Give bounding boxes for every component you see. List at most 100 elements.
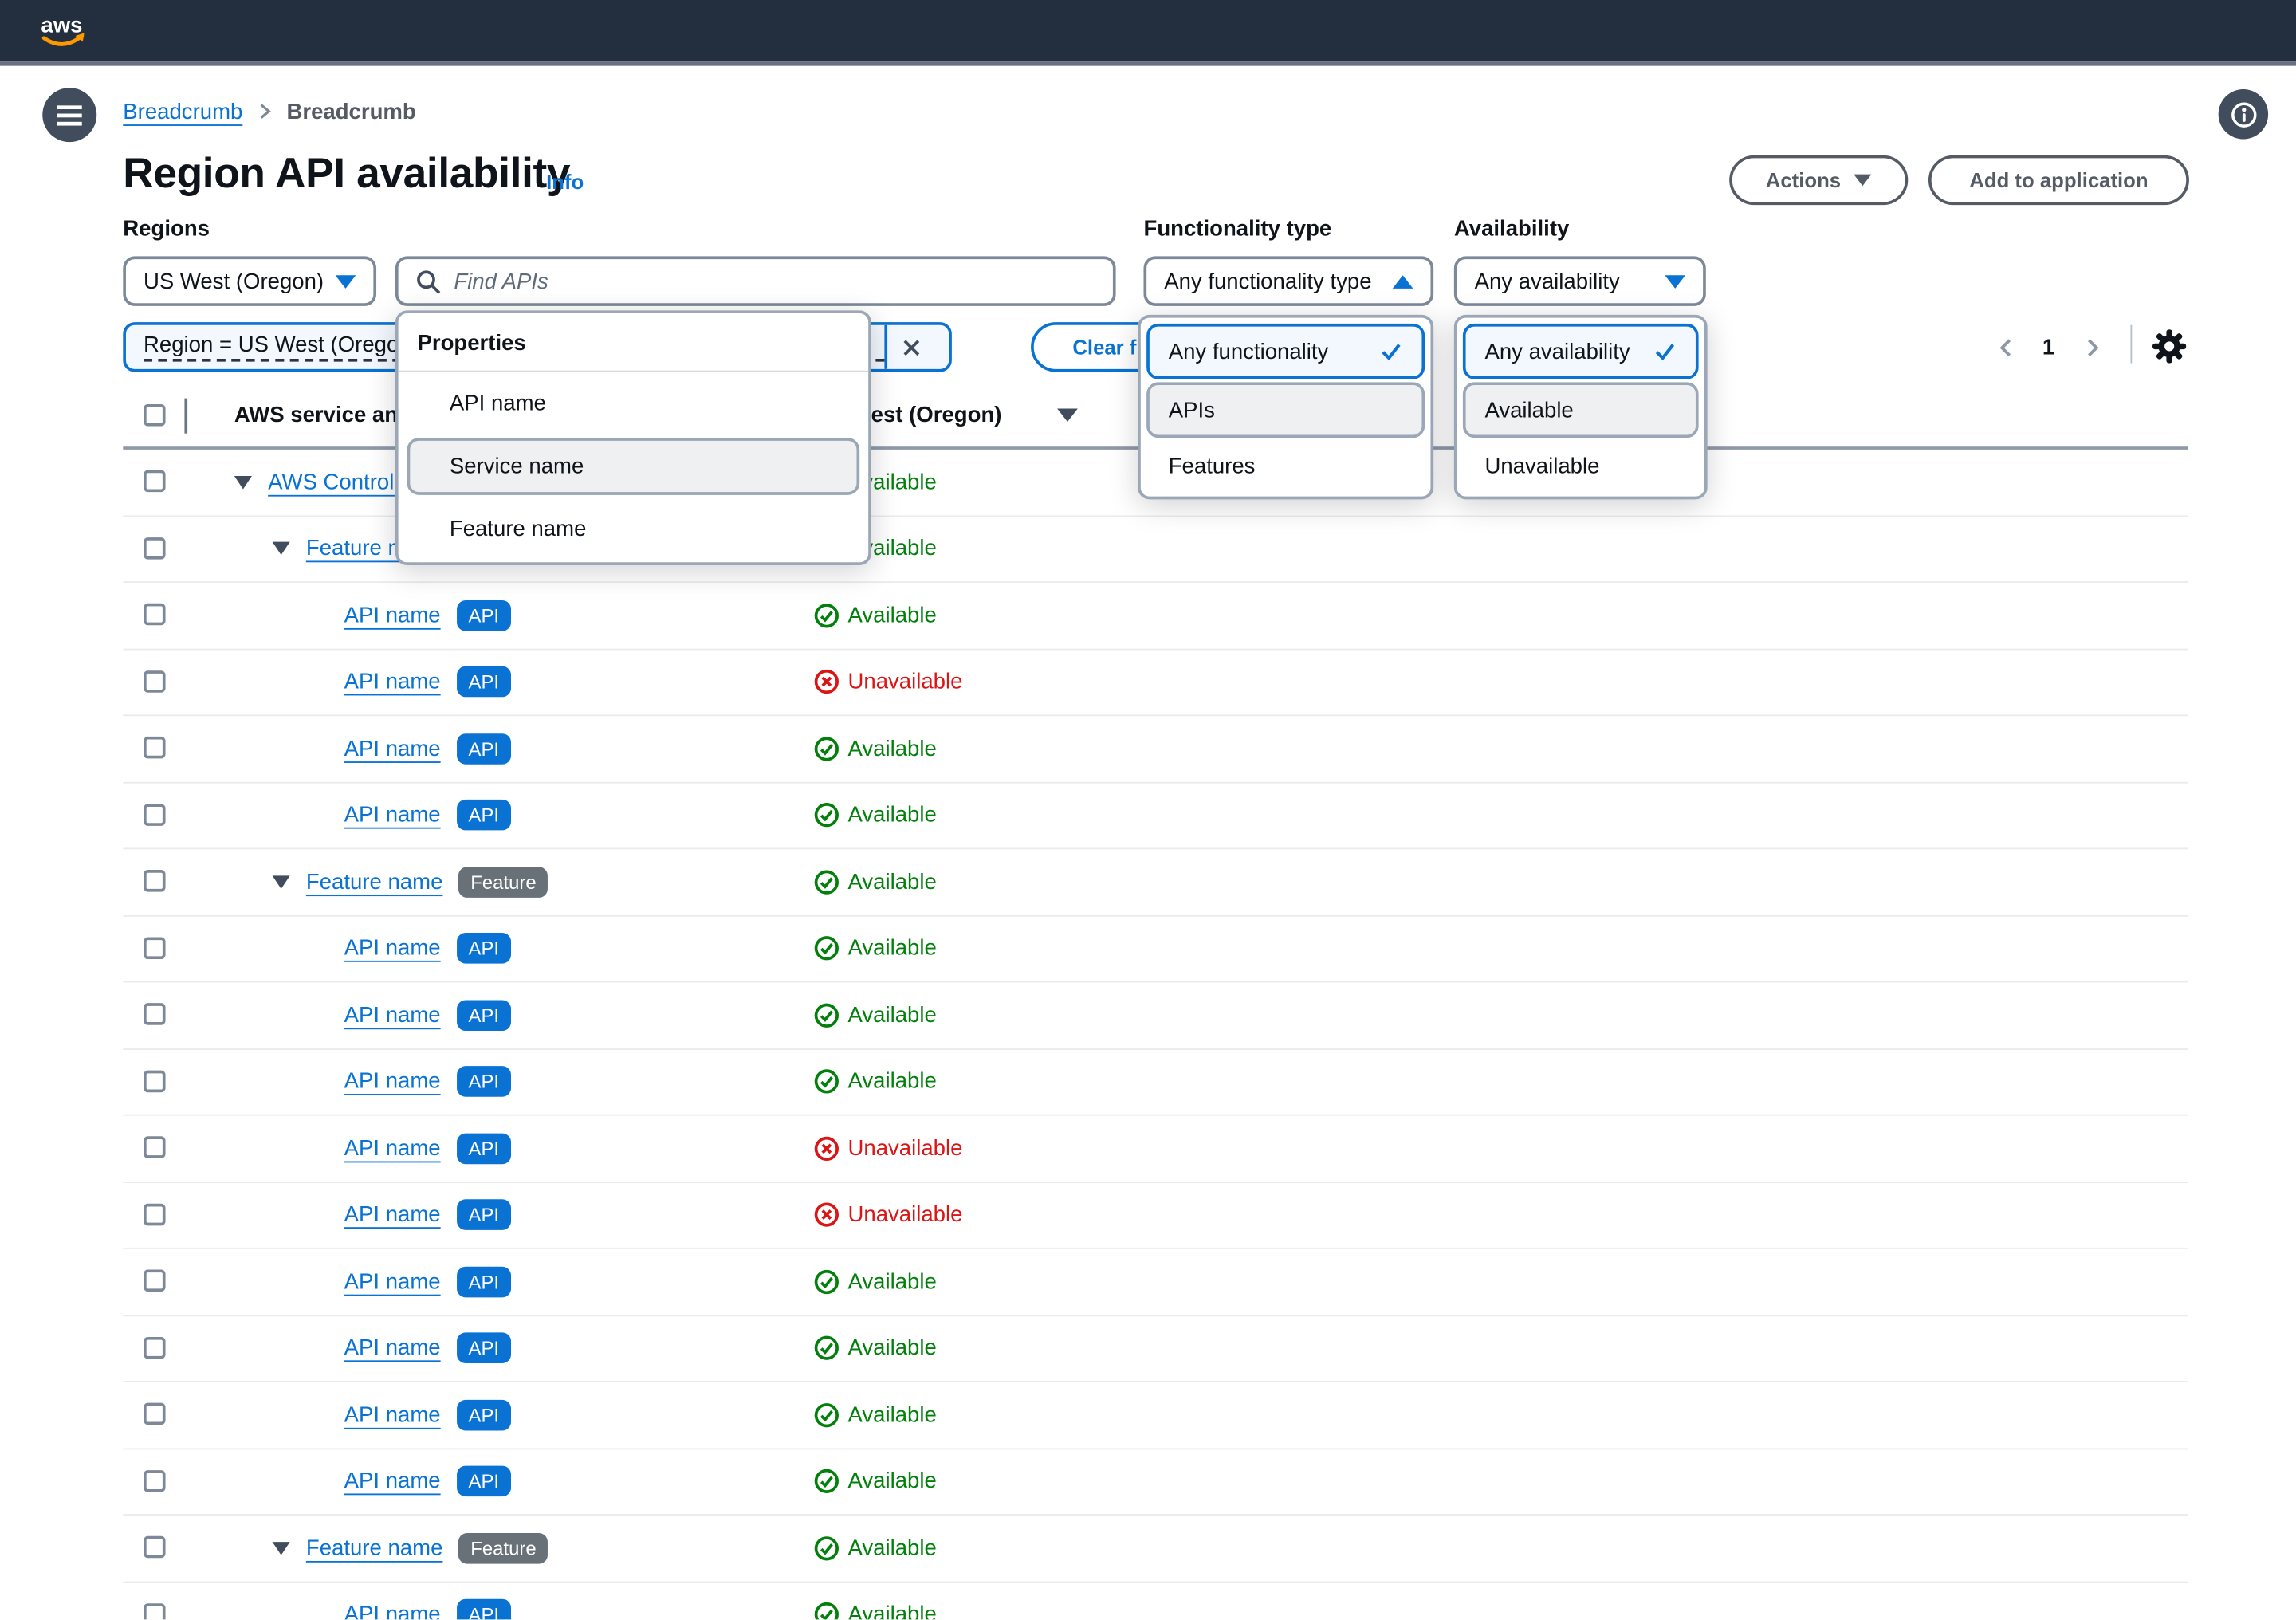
aws-logo[interactable]: aws	[38, 12, 91, 53]
row-link[interactable]: API name	[344, 936, 441, 961]
properties-dropdown-header: Properties	[417, 331, 526, 356]
expand-toggle-icon[interactable]	[272, 875, 290, 889]
row-link[interactable]: API name	[344, 1002, 441, 1028]
status-success-icon	[814, 1602, 839, 1620]
availability-option-unavailable[interactable]: Unavailable	[1463, 441, 1699, 490]
row-link[interactable]: Feature name	[305, 1535, 443, 1561]
status-label: Unavailable	[847, 669, 963, 695]
status-cell: Available	[814, 1382, 937, 1448]
row-checkbox[interactable]	[144, 1269, 166, 1292]
row-checkbox[interactable]	[144, 470, 166, 493]
status-cell: Available	[814, 1583, 937, 1620]
availability-caret-down-icon	[1665, 274, 1686, 288]
availability-select-value: Any availability	[1474, 269, 1620, 294]
next-page-button[interactable]	[2074, 329, 2109, 364]
properties-option-feature-name[interactable]: Feature name	[449, 517, 587, 542]
select-all-checkbox[interactable]	[144, 403, 166, 426]
functionality-type-select[interactable]: Any functionality type	[1143, 256, 1434, 306]
sort-descending-icon[interactable]	[1057, 408, 1078, 422]
availability-select[interactable]: Any availability	[1453, 256, 1706, 306]
row-link[interactable]: Feature name	[305, 869, 443, 895]
row-badge: API	[456, 1199, 511, 1231]
status-success-icon	[814, 1402, 839, 1427]
row-checkbox[interactable]	[144, 1136, 166, 1159]
properties-option-service-name[interactable]: Service name	[407, 438, 860, 495]
row-link[interactable]: API name	[344, 1335, 441, 1361]
row-checkbox[interactable]	[144, 937, 166, 959]
row-link[interactable]: API name	[344, 802, 441, 828]
row-checkbox[interactable]	[144, 1070, 166, 1092]
row-checkbox[interactable]	[144, 1003, 166, 1026]
row-link[interactable]: API name	[344, 669, 441, 695]
column-resize-handle[interactable]	[184, 397, 188, 433]
previous-page-button[interactable]	[1988, 329, 2023, 364]
actions-button[interactable]: Actions	[1729, 155, 1909, 206]
table-row: API name API Unavailable	[123, 1182, 2188, 1249]
status-cell: Available	[814, 916, 937, 981]
region-select[interactable]: US West (Oregon)	[123, 256, 377, 306]
title-info-link[interactable]: Info	[546, 170, 584, 194]
row-link[interactable]: API name	[344, 1402, 441, 1428]
row-checkbox[interactable]	[144, 870, 166, 893]
remove-filter-button[interactable]	[887, 325, 934, 369]
status-success-icon	[814, 1069, 839, 1095]
availability-option-available[interactable]: Available	[1462, 382, 1699, 438]
row-checkbox[interactable]	[144, 803, 166, 826]
row-link[interactable]: API name	[344, 1069, 441, 1095]
properties-option-api-name[interactable]: API name	[449, 391, 546, 416]
table-row: API name API Available	[123, 982, 2188, 1050]
row-link[interactable]: API name	[344, 1135, 441, 1162]
breadcrumb-link[interactable]: Breadcrumb	[123, 98, 243, 124]
token-divider	[884, 324, 888, 369]
expand-toggle-icon[interactable]	[272, 1541, 290, 1555]
functionality-option-apis[interactable]: APIs	[1146, 382, 1425, 438]
help-panel-toggle-button[interactable]	[2218, 89, 2269, 140]
side-nav-toggle-button[interactable]	[42, 88, 97, 143]
row-name-cell: API name API	[344, 1249, 511, 1315]
status-cell: Available	[814, 716, 937, 781]
table-row: API name API Available	[123, 583, 2188, 650]
row-checkbox[interactable]	[144, 1203, 166, 1225]
availability-option-any[interactable]: Any availability	[1462, 323, 1699, 379]
status-cell: Unavailable	[814, 1116, 962, 1182]
option-label: Any availability	[1484, 339, 1630, 364]
table-preferences-button[interactable]	[2149, 327, 2189, 367]
row-checkbox[interactable]	[144, 1536, 166, 1559]
table-row: API name API Available	[123, 783, 2188, 850]
add-to-application-label: Add to application	[1969, 168, 2149, 192]
status-label: Available	[847, 936, 937, 961]
table-row: Feature name Feature Available	[123, 849, 2188, 916]
row-link[interactable]: API name	[344, 736, 441, 761]
expand-toggle-icon[interactable]	[272, 542, 290, 556]
page-number[interactable]: 1	[2042, 334, 2055, 360]
row-checkbox[interactable]	[144, 604, 166, 626]
row-link[interactable]: API name	[344, 1268, 441, 1295]
status-label: Unavailable	[847, 1202, 963, 1228]
expand-toggle-icon[interactable]	[234, 475, 252, 490]
row-link[interactable]: API name	[344, 1602, 441, 1620]
functionality-option-any[interactable]: Any functionality	[1146, 323, 1425, 379]
row-name-cell: API name API	[344, 1182, 511, 1248]
chevron-right-icon	[2087, 338, 2098, 356]
row-link[interactable]: API name	[344, 603, 441, 628]
row-checkbox[interactable]	[144, 537, 166, 560]
row-checkbox[interactable]	[144, 1602, 166, 1620]
row-checkbox[interactable]	[144, 737, 166, 759]
find-apis-search-input[interactable]: Find APIs	[395, 256, 1116, 306]
row-name-cell: API name API	[344, 1382, 511, 1448]
functionality-option-features[interactable]: Features	[1146, 441, 1425, 490]
row-checkbox[interactable]	[144, 1403, 166, 1425]
availability-dropdown: Any availability Available Unavailable	[1453, 314, 1708, 500]
row-link[interactable]: API name	[344, 1469, 441, 1494]
add-to-application-button[interactable]: Add to application	[1928, 155, 2189, 206]
table-row: API name API Available	[123, 1382, 2188, 1449]
row-link[interactable]: API name	[344, 1202, 441, 1228]
option-label: Unavailable	[1484, 453, 1600, 478]
row-checkbox[interactable]	[144, 1336, 166, 1359]
row-checkbox[interactable]	[144, 1469, 166, 1492]
row-checkbox[interactable]	[144, 670, 166, 693]
status-label: Available	[847, 1002, 937, 1028]
option-label: Features	[1168, 453, 1256, 478]
row-name-cell: API name API	[344, 1049, 511, 1115]
status-cell: Available	[814, 783, 937, 848]
